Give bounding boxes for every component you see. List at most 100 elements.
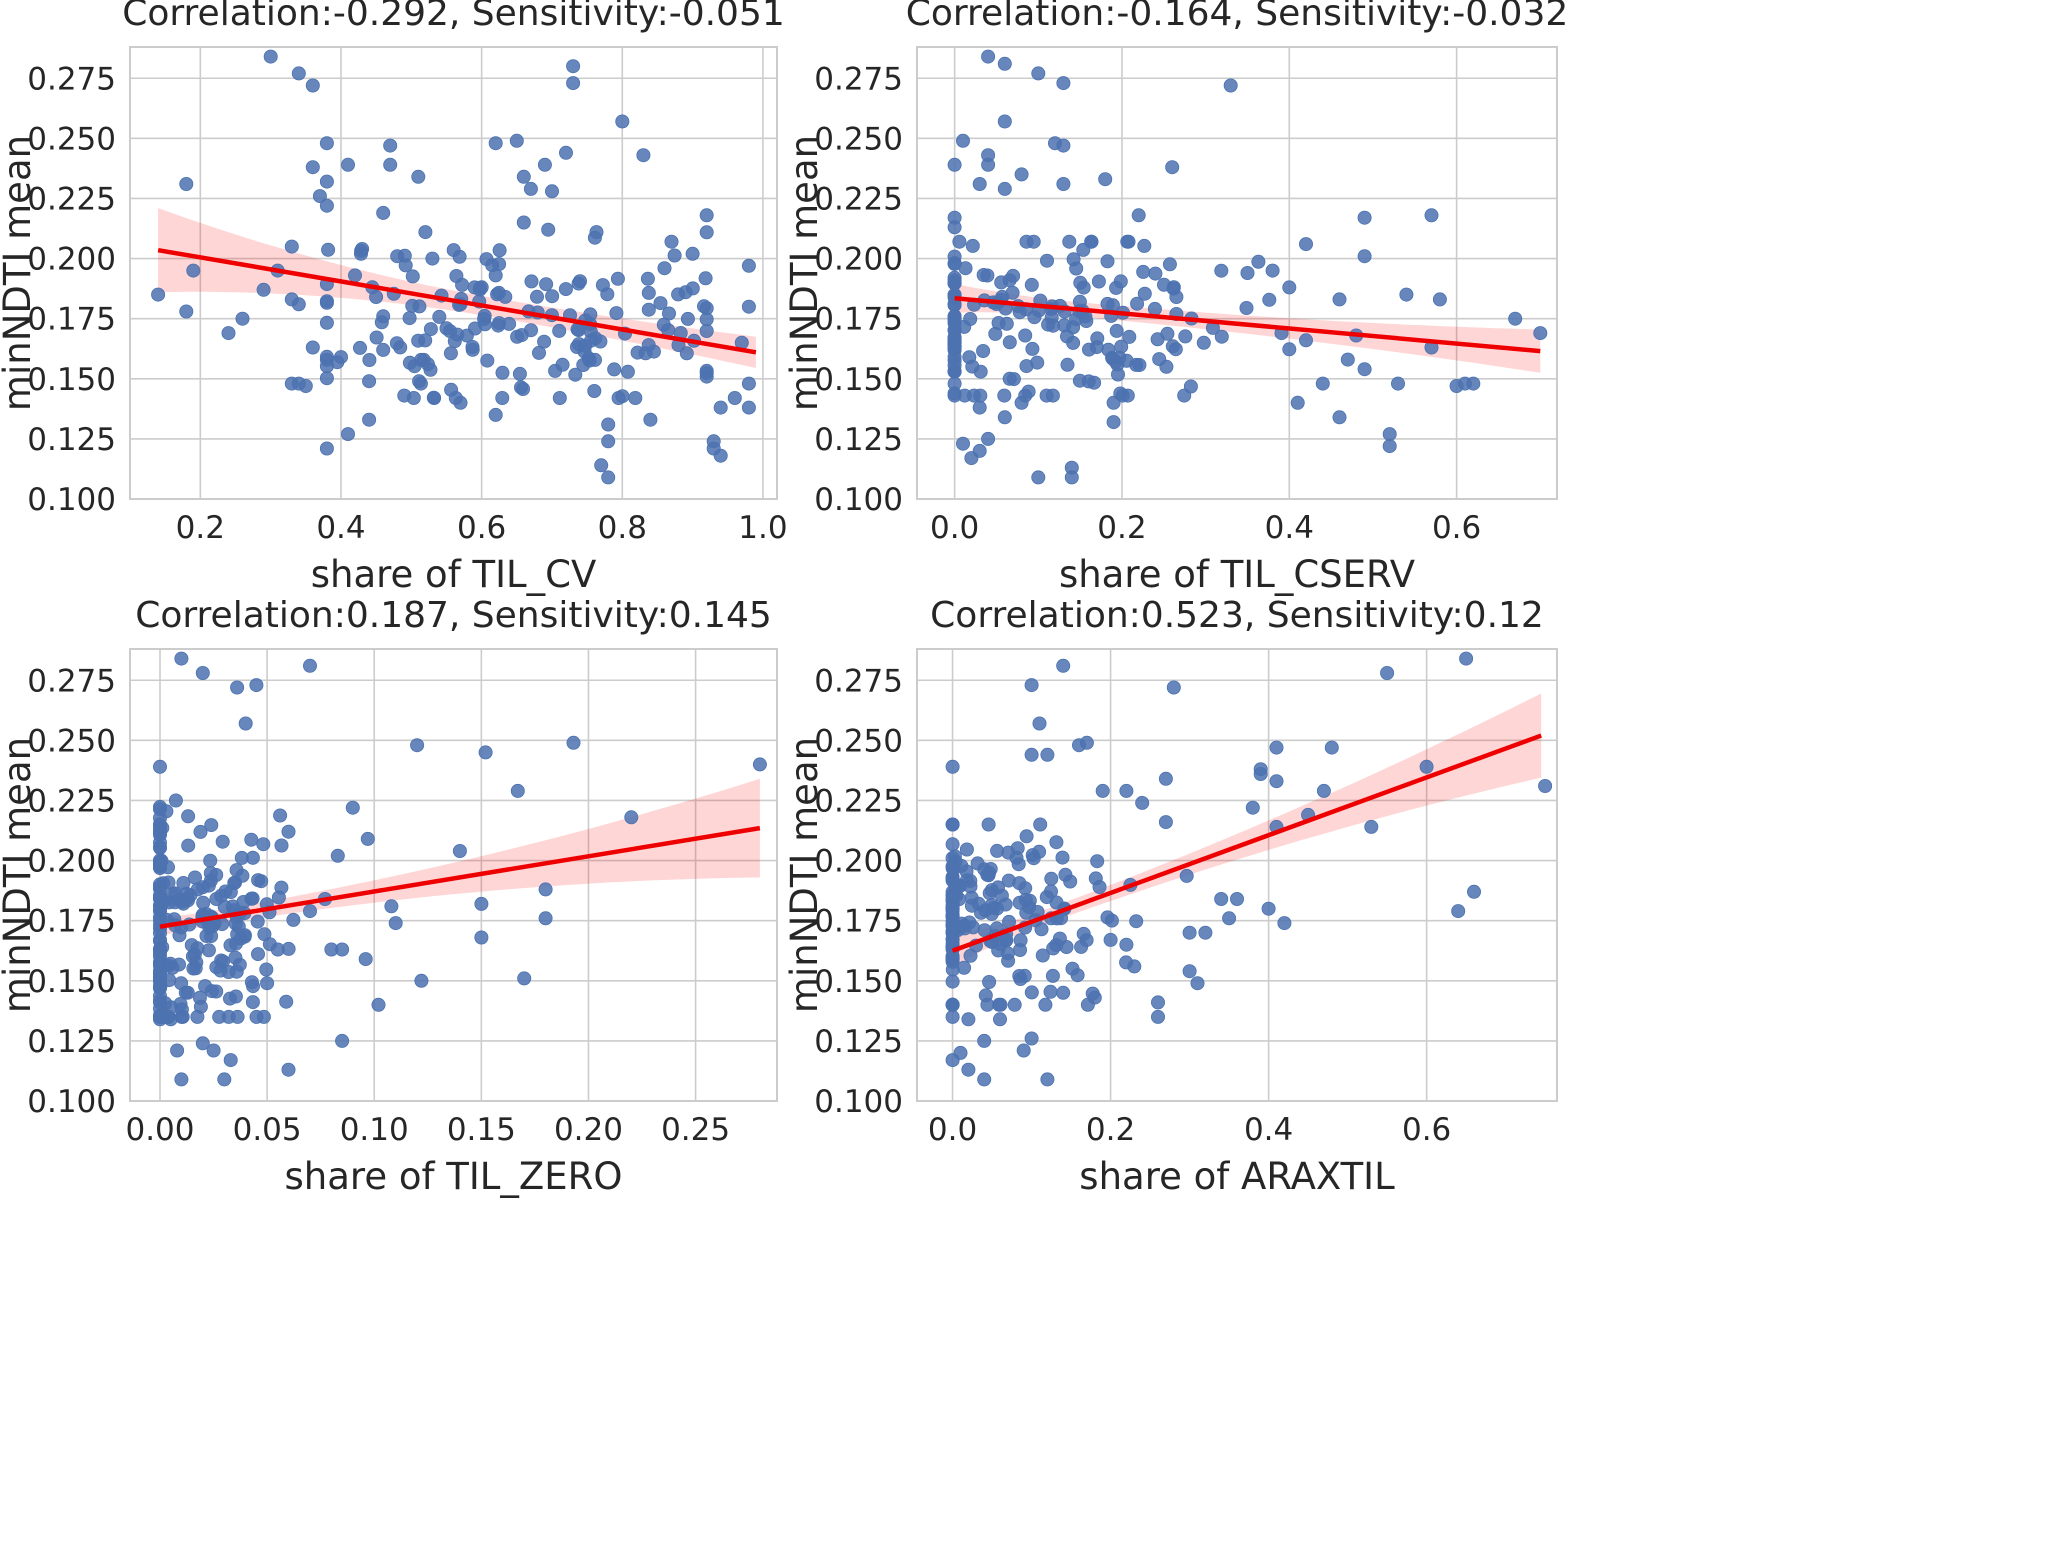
data-point (259, 962, 274, 977)
data-point (256, 282, 271, 297)
data-point (1049, 895, 1064, 910)
y-tick-label: 0.125 (27, 422, 116, 458)
data-point (1040, 747, 1055, 762)
data-point (215, 834, 230, 849)
y-tick-label: 0.225 (27, 783, 116, 819)
data-point (212, 1009, 227, 1024)
data-point (474, 930, 489, 945)
data-point (589, 225, 604, 240)
data-point (163, 956, 178, 971)
data-point (945, 932, 960, 947)
data-point (947, 386, 962, 401)
data-point (151, 287, 166, 302)
data-point (1035, 948, 1050, 963)
data-point (509, 133, 524, 148)
data-point (305, 78, 320, 93)
data-point (1508, 311, 1523, 326)
data-point (706, 441, 721, 456)
data-point (190, 941, 205, 956)
data-point (538, 911, 553, 926)
data-point (1040, 253, 1055, 268)
data-point (956, 133, 971, 148)
data-point (175, 1009, 190, 1024)
data-point (1026, 234, 1041, 249)
data-point (636, 148, 651, 163)
data-point (1240, 265, 1255, 280)
data-point (628, 390, 643, 405)
data-point (1060, 357, 1075, 372)
data-point (405, 269, 420, 284)
data-point (568, 367, 583, 382)
regression-line (157, 247, 757, 355)
data-point (982, 975, 997, 990)
data-point (512, 366, 527, 381)
data-point (340, 157, 355, 172)
data-point (1282, 280, 1297, 295)
data-point (1182, 925, 1197, 940)
data-point (963, 948, 978, 963)
x-tick-label: 0.4 (1265, 510, 1314, 546)
data-point (662, 306, 677, 321)
data-point (961, 1062, 976, 1077)
data-point (360, 831, 375, 846)
data-point (566, 59, 581, 74)
y-tick-label: 0.125 (27, 1024, 116, 1060)
data-point (957, 960, 972, 975)
data-point (1137, 286, 1152, 301)
data-point (330, 848, 345, 863)
data-point (244, 975, 259, 990)
data-point (274, 880, 289, 895)
data-point (510, 783, 525, 798)
data-point (667, 248, 682, 263)
data-point (699, 369, 714, 384)
x-tick-label: 0.8 (598, 510, 647, 546)
data-point (1032, 844, 1047, 859)
data-point (1024, 985, 1039, 1000)
data-point (1253, 767, 1268, 782)
y-tick-label: 0.225 (27, 181, 116, 217)
y-tick-label: 0.150 (814, 964, 903, 1000)
data-point (452, 249, 467, 264)
data-point (250, 914, 265, 929)
data-point (412, 374, 427, 389)
data-point (641, 302, 656, 317)
data-point (152, 1001, 167, 1016)
data-point (174, 1072, 189, 1087)
y-tick-label: 0.175 (27, 302, 116, 338)
data-point (186, 263, 201, 278)
data-point (545, 289, 560, 304)
data-point (1315, 376, 1330, 391)
data-point (1056, 985, 1071, 1000)
x-tick-label: 0.2 (176, 510, 225, 546)
data-point (530, 289, 545, 304)
data-point (1111, 367, 1126, 382)
subplot-4: 0.0 0.2 0.4 0.6 0.100 0.125 0.150 0.175 0.200 0.… (783, 595, 1558, 1198)
data-point (335, 1033, 350, 1048)
data-point (495, 390, 510, 405)
data-point (249, 678, 264, 693)
data-point (335, 942, 350, 957)
data-point (1299, 237, 1314, 252)
data-point (1299, 333, 1314, 348)
data-point (262, 937, 277, 952)
data-point (1109, 280, 1124, 295)
data-point (571, 276, 586, 291)
data-point (195, 1036, 210, 1051)
data-point (397, 248, 412, 263)
data-point (1168, 342, 1183, 357)
data-point (1136, 264, 1151, 279)
data-point (537, 334, 552, 349)
data-point (1196, 335, 1211, 350)
data-point (977, 1072, 992, 1087)
x-axis-label: share of ARAXTIL (1079, 1155, 1395, 1198)
data-point (1019, 829, 1034, 844)
data-point (1198, 925, 1213, 940)
data-point (1324, 740, 1339, 755)
data-point (685, 246, 700, 261)
data-point (947, 332, 962, 347)
data-point (981, 431, 996, 446)
data-point (180, 893, 195, 908)
data-point (238, 716, 253, 731)
data-point (319, 315, 334, 330)
data-point (1364, 819, 1379, 834)
